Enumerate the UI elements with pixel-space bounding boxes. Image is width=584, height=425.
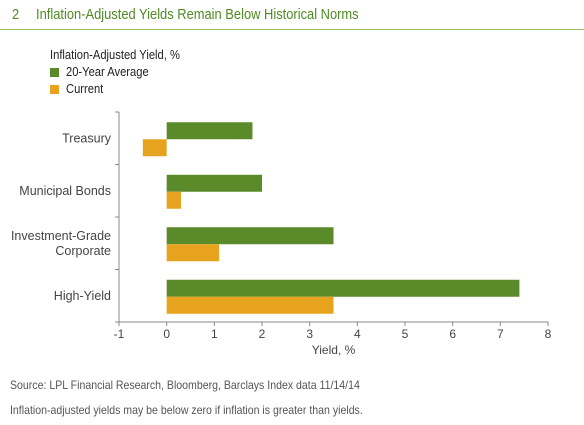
source-note: Source: LPL Financial Research, Bloomber…	[10, 378, 360, 392]
bar-municipal-bonds-current	[166, 191, 181, 209]
x-tick-label: 5	[402, 327, 409, 341]
category-label-investment-grade-corporate: Investment-Grade Corporate	[11, 229, 111, 258]
chart-legend: Inflation-Adjusted Yield, % 20-Year Aver…	[50, 47, 201, 98]
bar-investment-grade-corporate-20-year-average	[166, 227, 334, 245]
legend-title: Inflation-Adjusted Yield, %	[50, 47, 180, 62]
legend-label-current: Current	[66, 81, 104, 96]
bar-treasury-20-year-average	[166, 122, 253, 140]
figure-title: Inflation-Adjusted Yields Remain Below H…	[36, 6, 359, 23]
x-tick-label: 1	[211, 327, 218, 341]
x-tick-label: 7	[497, 327, 504, 341]
x-tick-label: -1	[114, 327, 125, 341]
x-tick-label: 6	[449, 327, 456, 341]
x-tick-label: 4	[354, 327, 361, 341]
figure-number: 2	[12, 6, 20, 23]
x-tick-label: 3	[306, 327, 313, 341]
bar-municipal-bonds-20-year-average	[166, 174, 262, 192]
bar-high-yield-current	[166, 296, 334, 314]
x-tick-label: 0	[163, 327, 170, 341]
x-tick-label: 8	[545, 327, 552, 341]
x-tick-label: 2	[259, 327, 266, 341]
figure-header: 2 Inflation-Adjusted Yields Remain Below…	[0, 0, 584, 30]
category-label-high-yield: High-Yield	[54, 289, 111, 303]
header-divider	[0, 29, 584, 30]
category-label-municipal-bonds: Municipal Bonds	[19, 184, 111, 198]
bar-investment-grade-corporate-current	[166, 244, 220, 262]
legend-swatch-current	[50, 85, 59, 94]
bar-treasury-current	[142, 139, 167, 157]
legend-item-current: Current	[50, 81, 201, 98]
legend-swatch-20-year-average	[50, 68, 59, 77]
category-label-treasury: Treasury	[62, 131, 112, 145]
legend-item-20-year-average: 20-Year Average	[50, 64, 201, 81]
legend-label-20-year-average: 20-Year Average	[66, 64, 149, 79]
x-axis-title: Yield, %	[312, 343, 356, 357]
bar-high-yield-20-year-average	[166, 279, 520, 297]
footnote: Inflation-adjusted yields may be below z…	[10, 403, 363, 417]
